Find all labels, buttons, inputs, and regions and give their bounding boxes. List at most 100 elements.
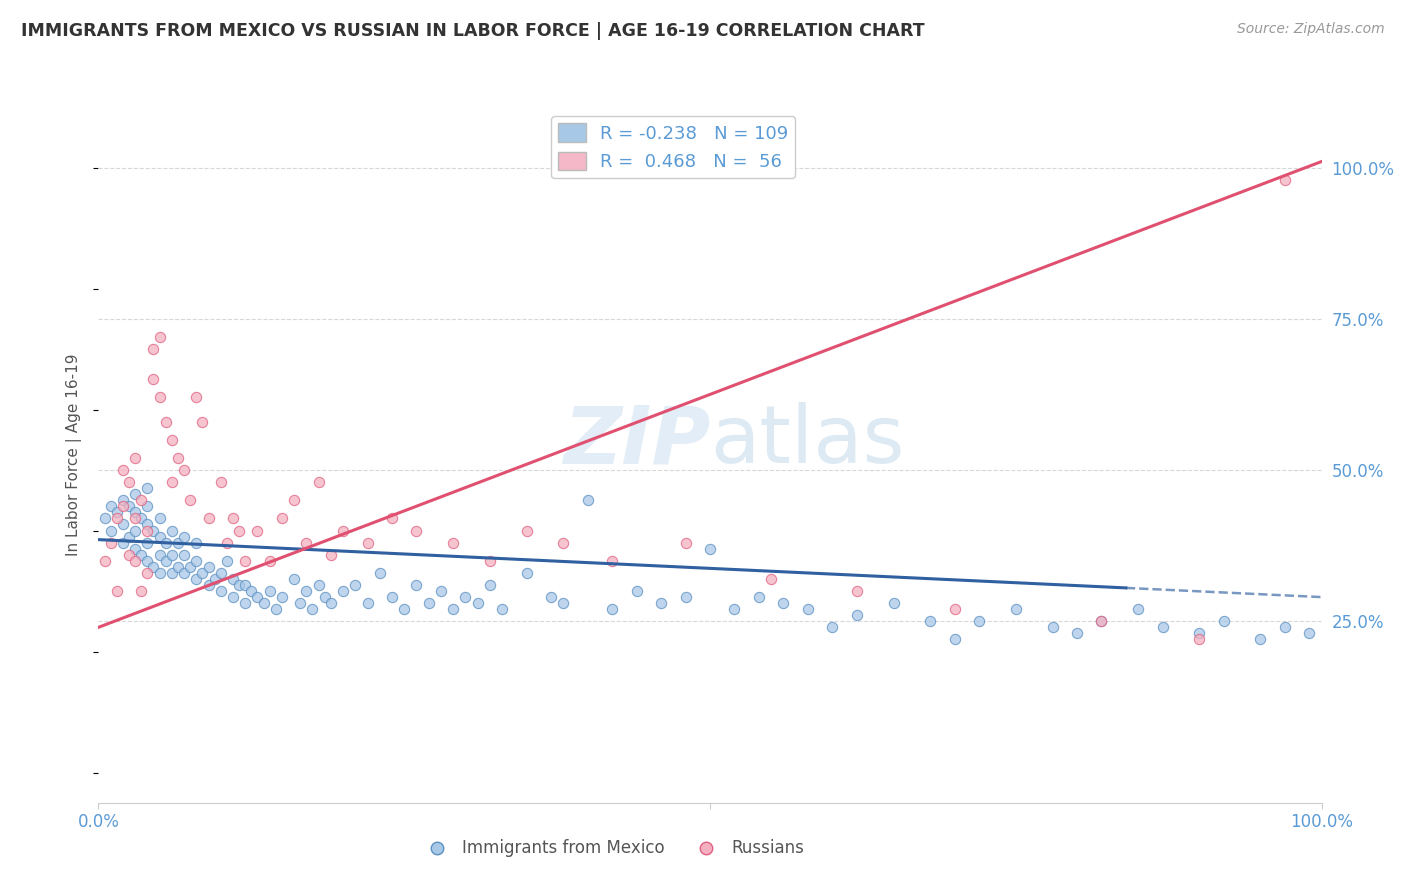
Point bbox=[675, 590, 697, 604]
Point bbox=[186, 391, 208, 405]
Point bbox=[441, 602, 464, 616]
Point bbox=[797, 602, 820, 616]
Point bbox=[845, 584, 868, 599]
Point bbox=[111, 535, 134, 549]
Point bbox=[314, 590, 336, 604]
Point bbox=[100, 524, 122, 538]
Point bbox=[173, 548, 195, 562]
Point bbox=[1274, 172, 1296, 186]
Point bbox=[332, 524, 354, 538]
Point bbox=[160, 548, 183, 562]
Point bbox=[129, 584, 152, 599]
Point bbox=[186, 572, 208, 586]
Point bbox=[1128, 602, 1150, 616]
Point bbox=[1152, 620, 1174, 634]
Point bbox=[228, 578, 250, 592]
Point bbox=[111, 500, 134, 514]
Point bbox=[228, 524, 250, 538]
Point bbox=[197, 511, 219, 525]
Point bbox=[222, 511, 245, 525]
Point bbox=[111, 463, 134, 477]
Point bbox=[149, 566, 172, 580]
Point bbox=[405, 578, 427, 592]
Point bbox=[454, 590, 477, 604]
Point bbox=[553, 596, 575, 610]
Point bbox=[368, 566, 391, 580]
Point bbox=[173, 566, 195, 580]
Point bbox=[252, 596, 274, 610]
Point bbox=[1066, 626, 1088, 640]
Point bbox=[883, 596, 905, 610]
Point bbox=[179, 559, 201, 574]
Point bbox=[204, 572, 226, 586]
Legend: Immigrants from Mexico, Russians: Immigrants from Mexico, Russians bbox=[413, 833, 811, 864]
Point bbox=[136, 566, 159, 580]
Point bbox=[142, 342, 165, 356]
Point bbox=[142, 372, 165, 386]
Point bbox=[295, 535, 318, 549]
Point bbox=[283, 493, 305, 508]
Point bbox=[259, 584, 281, 599]
Point bbox=[553, 535, 575, 549]
Point bbox=[967, 615, 990, 629]
Point bbox=[356, 535, 378, 549]
Point bbox=[124, 511, 146, 525]
Point bbox=[209, 475, 232, 490]
Point bbox=[160, 433, 183, 447]
Point bbox=[197, 578, 219, 592]
Point bbox=[186, 535, 208, 549]
Point bbox=[136, 554, 159, 568]
Text: atlas: atlas bbox=[710, 402, 904, 480]
Point bbox=[1042, 620, 1064, 634]
Point bbox=[699, 541, 721, 556]
Point bbox=[124, 554, 146, 568]
Point bbox=[105, 505, 128, 519]
Point bbox=[191, 415, 214, 429]
Point bbox=[129, 511, 152, 525]
Point bbox=[215, 535, 238, 549]
Point bbox=[600, 602, 623, 616]
Point bbox=[1004, 602, 1026, 616]
Point bbox=[136, 517, 159, 532]
Point bbox=[319, 596, 342, 610]
Point bbox=[772, 596, 794, 610]
Point bbox=[136, 535, 159, 549]
Point bbox=[149, 391, 172, 405]
Point bbox=[270, 511, 294, 525]
Point bbox=[142, 559, 165, 574]
Point bbox=[1188, 626, 1211, 640]
Point bbox=[405, 524, 427, 538]
Point bbox=[167, 450, 190, 465]
Point bbox=[100, 535, 122, 549]
Point bbox=[246, 524, 269, 538]
Text: ZIP: ZIP bbox=[562, 402, 710, 480]
Point bbox=[160, 566, 183, 580]
Point bbox=[136, 524, 159, 538]
Point bbox=[118, 530, 141, 544]
Point bbox=[105, 584, 128, 599]
Point bbox=[155, 554, 177, 568]
Point bbox=[943, 632, 966, 647]
Point bbox=[118, 548, 141, 562]
Point bbox=[920, 615, 942, 629]
Point bbox=[626, 584, 648, 599]
Point bbox=[136, 500, 159, 514]
Point bbox=[129, 493, 152, 508]
Point bbox=[515, 566, 537, 580]
Point bbox=[1212, 615, 1234, 629]
Point bbox=[222, 590, 245, 604]
Point bbox=[160, 475, 183, 490]
Point bbox=[240, 584, 263, 599]
Point bbox=[1274, 620, 1296, 634]
Point bbox=[290, 596, 312, 610]
Point bbox=[155, 535, 177, 549]
Point bbox=[197, 559, 219, 574]
Point bbox=[173, 530, 195, 544]
Point bbox=[515, 524, 537, 538]
Text: IMMIGRANTS FROM MEXICO VS RUSSIAN IN LABOR FORCE | AGE 16-19 CORRELATION CHART: IMMIGRANTS FROM MEXICO VS RUSSIAN IN LAB… bbox=[21, 22, 925, 40]
Point bbox=[155, 415, 177, 429]
Point bbox=[264, 602, 287, 616]
Point bbox=[308, 475, 330, 490]
Point bbox=[650, 596, 672, 610]
Point bbox=[124, 541, 146, 556]
